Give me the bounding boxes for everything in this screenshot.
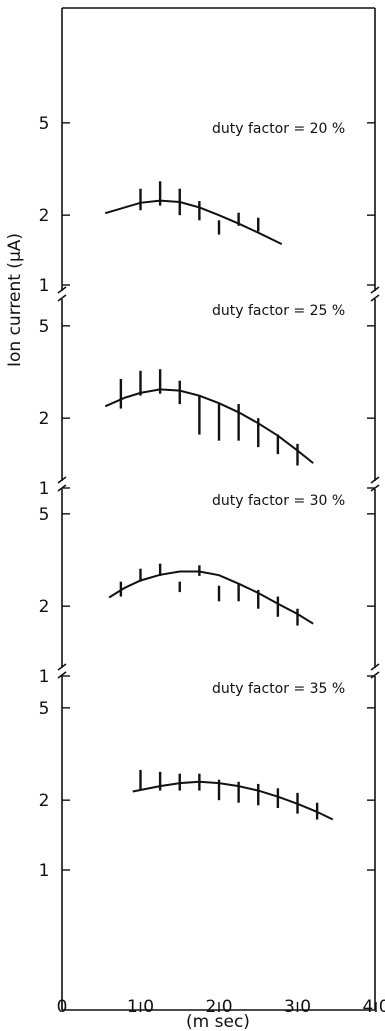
axis-break-left bbox=[57, 663, 67, 679]
panel-duty-factor-2: 5 2 1 duty factor = 25 % bbox=[39, 303, 375, 499]
y-tick-label: 5 bbox=[39, 505, 50, 525]
y-axis-title: Ion current (μA) bbox=[5, 233, 25, 367]
y-tick-label: 5 bbox=[39, 317, 50, 337]
panel-label: duty factor = 30 % bbox=[212, 493, 345, 509]
y-tick-label: 1 bbox=[39, 479, 50, 499]
y-tick-label: 5 bbox=[39, 699, 50, 719]
x-tick-label: 0 bbox=[57, 997, 68, 1017]
panels: 5 2 1 duty factor = 20 % 5 2 1 duty factor = 25… bbox=[39, 114, 375, 881]
y-tick-label: 1 bbox=[39, 276, 50, 296]
axis-break-right bbox=[370, 286, 380, 302]
panel-duty-factor-4: 5 2 1 duty factor = 35 % bbox=[39, 681, 375, 881]
x-tick-label: 3.0 bbox=[284, 997, 311, 1017]
x-axis-title: (m sec) bbox=[186, 1012, 250, 1031]
panel-label: duty factor = 35 % bbox=[212, 681, 345, 697]
x-tick-label: 1.0 bbox=[127, 997, 154, 1017]
y-tick-label: 2 bbox=[39, 597, 50, 617]
fit-curve bbox=[104, 199, 283, 245]
fit-curve bbox=[108, 570, 314, 625]
x-tick-label: 2.0 bbox=[205, 997, 232, 1017]
panel-label: duty factor = 25 % bbox=[212, 303, 345, 319]
panel-label: duty factor = 20 % bbox=[212, 121, 345, 137]
y-tick-label: 5 bbox=[39, 114, 50, 134]
panel-duty-factor-1: 5 2 1 duty factor = 20 % bbox=[39, 114, 375, 296]
axis-break-left bbox=[57, 476, 67, 492]
y-tick-label: 1 bbox=[39, 667, 50, 687]
x-tick-label: 4.0 bbox=[362, 997, 385, 1017]
axis-break-right bbox=[370, 663, 380, 679]
panel-duty-factor-3: 5 2 1 duty factor = 30 % bbox=[39, 493, 375, 687]
axis-break-right bbox=[370, 476, 380, 492]
fit-curve bbox=[132, 780, 334, 821]
plot-frame bbox=[57, 7, 380, 1011]
y-tick-label: 2 bbox=[39, 791, 50, 811]
y-tick-label: 2 bbox=[39, 409, 50, 429]
x-axis: 0 1.0 2.0 3.0 4.0 bbox=[57, 997, 385, 1017]
y-tick-label: 2 bbox=[39, 206, 50, 226]
fit-curve bbox=[104, 388, 314, 464]
y-tick-label: 1 bbox=[39, 861, 50, 881]
axis-break-left bbox=[57, 286, 67, 302]
